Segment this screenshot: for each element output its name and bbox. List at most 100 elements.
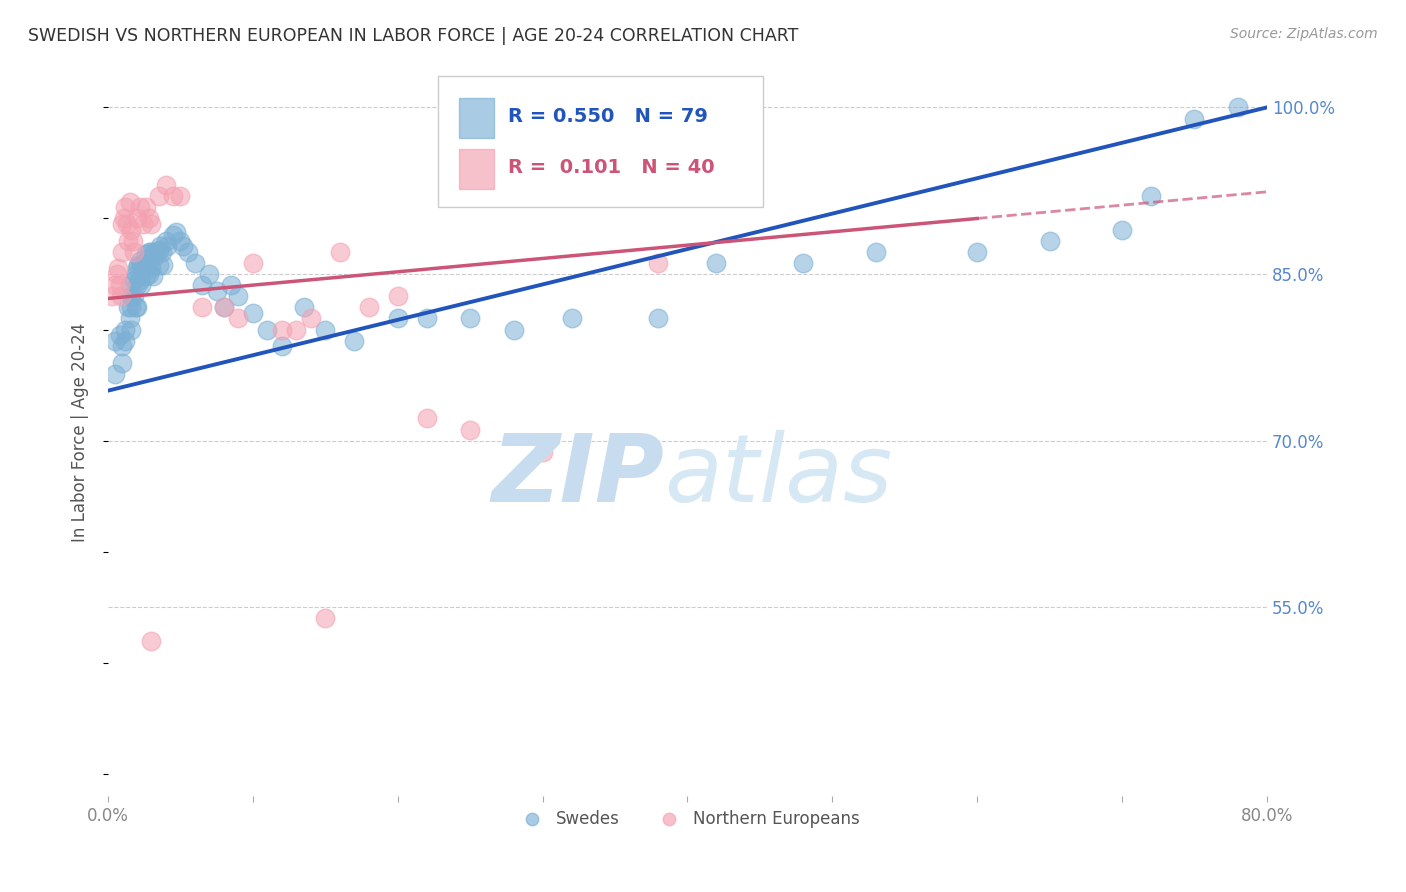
Point xyxy=(132,261,155,276)
Point xyxy=(124,301,146,315)
Point xyxy=(314,322,336,336)
Point xyxy=(152,258,174,272)
Point xyxy=(1111,222,1133,236)
Point xyxy=(120,322,142,336)
Point xyxy=(132,217,155,231)
Point xyxy=(118,311,141,326)
Point xyxy=(387,289,409,303)
Point xyxy=(270,339,292,353)
Point xyxy=(134,256,156,270)
Point xyxy=(117,234,139,248)
Point xyxy=(111,217,134,231)
Point xyxy=(125,261,148,276)
Point xyxy=(292,301,315,315)
Point xyxy=(122,272,145,286)
Point xyxy=(104,334,127,348)
Point xyxy=(329,244,352,259)
Point xyxy=(343,334,366,348)
Point xyxy=(256,322,278,336)
Point xyxy=(198,267,221,281)
Point xyxy=(122,289,145,303)
Point xyxy=(118,194,141,209)
Point xyxy=(120,222,142,236)
Point xyxy=(142,269,165,284)
Text: R =  0.101   N = 40: R = 0.101 N = 40 xyxy=(508,158,714,177)
Point xyxy=(415,411,437,425)
Point xyxy=(212,301,235,315)
Point xyxy=(415,311,437,326)
Point xyxy=(131,258,153,272)
Point xyxy=(111,356,134,370)
Point xyxy=(191,301,214,315)
Point xyxy=(121,234,143,248)
Point xyxy=(169,234,191,248)
Point xyxy=(118,278,141,293)
Point xyxy=(104,278,127,293)
Point xyxy=(139,251,162,265)
Point xyxy=(122,244,145,259)
Point xyxy=(125,301,148,315)
Text: SWEDISH VS NORTHERN EUROPEAN IN LABOR FORCE | AGE 20-24 CORRELATION CHART: SWEDISH VS NORTHERN EUROPEAN IN LABOR FO… xyxy=(28,27,799,45)
Point xyxy=(1140,189,1163,203)
Bar xyxy=(460,149,494,188)
Point xyxy=(156,239,179,253)
Point xyxy=(242,256,264,270)
Point xyxy=(966,244,988,259)
Point xyxy=(138,267,160,281)
Point xyxy=(128,272,150,286)
Point xyxy=(145,244,167,259)
Text: atlas: atlas xyxy=(664,431,893,522)
Point xyxy=(128,200,150,214)
Point xyxy=(792,256,814,270)
Text: Source: ZipAtlas.com: Source: ZipAtlas.com xyxy=(1230,27,1378,41)
Point xyxy=(531,444,554,458)
Point xyxy=(136,253,159,268)
Point xyxy=(1184,112,1206,126)
Point xyxy=(228,311,250,326)
Point xyxy=(131,278,153,293)
Point xyxy=(191,278,214,293)
Point xyxy=(148,189,170,203)
Bar xyxy=(460,97,494,137)
Point xyxy=(647,100,669,114)
Point xyxy=(120,301,142,315)
Point xyxy=(219,278,242,293)
Point xyxy=(561,311,583,326)
Point xyxy=(107,261,129,276)
Point xyxy=(124,267,146,281)
Point xyxy=(150,244,173,259)
Text: R = 0.550   N = 79: R = 0.550 N = 79 xyxy=(508,107,707,126)
Point xyxy=(205,284,228,298)
Point xyxy=(865,244,887,259)
Point xyxy=(270,322,292,336)
Point xyxy=(101,289,124,303)
Point xyxy=(135,200,157,214)
Point xyxy=(162,228,184,243)
Point xyxy=(141,633,163,648)
Text: ZIP: ZIP xyxy=(491,430,664,522)
Point xyxy=(299,311,322,326)
Point xyxy=(155,234,177,248)
Point xyxy=(114,322,136,336)
Point xyxy=(148,243,170,257)
Point xyxy=(141,261,163,276)
Point xyxy=(108,328,131,343)
Legend: Swedes, Northern Europeans: Swedes, Northern Europeans xyxy=(509,804,866,835)
Point xyxy=(647,256,669,270)
Point xyxy=(706,256,728,270)
Point xyxy=(114,334,136,348)
Point xyxy=(387,311,409,326)
Point xyxy=(115,217,138,231)
Point xyxy=(458,423,481,437)
Point xyxy=(141,244,163,259)
Point xyxy=(176,244,198,259)
Point xyxy=(458,311,481,326)
Point xyxy=(155,178,177,193)
Point xyxy=(125,211,148,226)
Point xyxy=(108,278,131,293)
Point xyxy=(285,322,308,336)
Point xyxy=(141,217,163,231)
Point xyxy=(138,211,160,226)
Point xyxy=(242,306,264,320)
Point xyxy=(172,239,194,253)
